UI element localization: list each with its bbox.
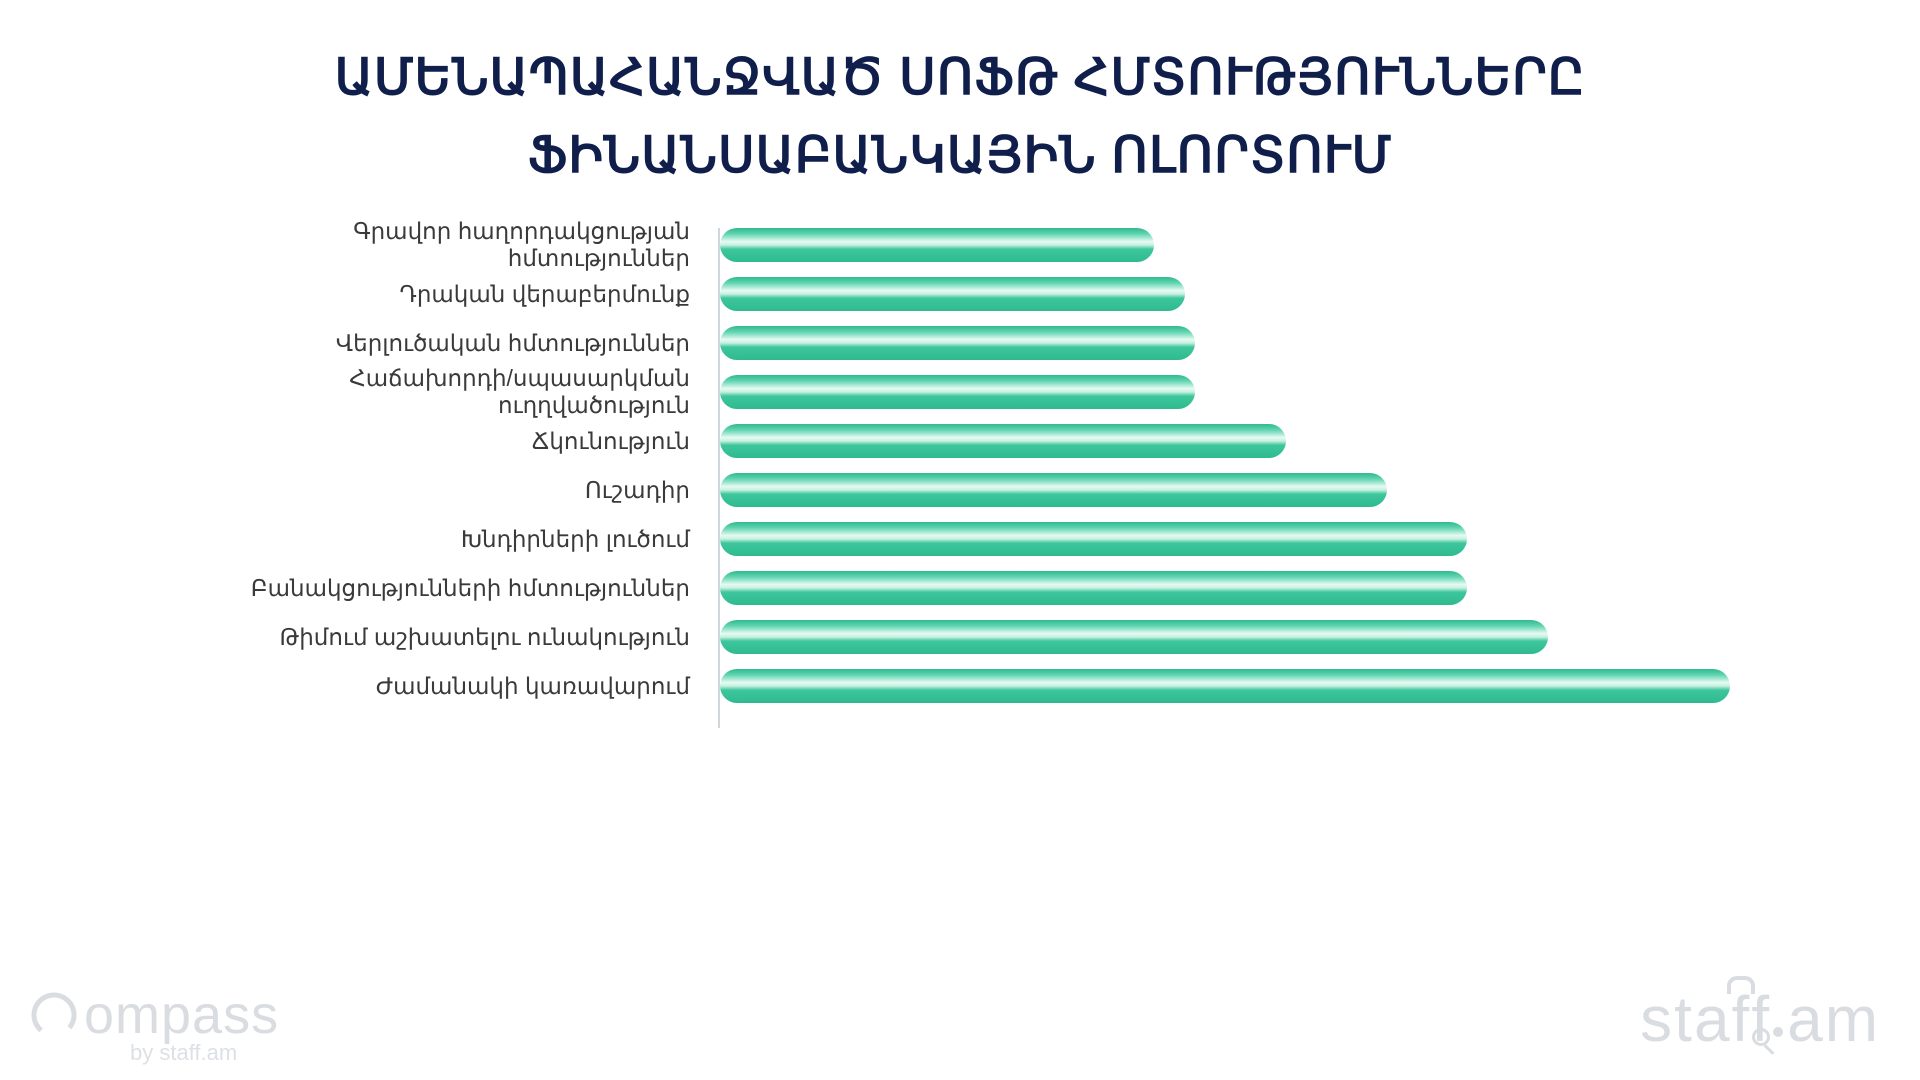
bar-label: Ճկունություն <box>190 428 710 455</box>
chart-title: ԱՄԵՆԱՊԱՀԱՆՋՎԱԾ ՍՈՖԹ ՀՄՏՈՒԹՅՈՒՆՆԵՐԸ ՖԻՆԱՆ… <box>0 0 1920 184</box>
bar-track <box>710 669 1730 703</box>
bar-label: Վերլուծական հմտություններ <box>190 330 710 357</box>
bar-label: Թիմում աշխատելու ունակություն <box>190 624 710 651</box>
bar-label: Դրական վերաբերմունք <box>190 281 710 308</box>
bar <box>720 277 1185 311</box>
compass-logo: ompass by staff.am <box>30 984 279 1066</box>
chart-row: Ուշադիր <box>190 473 1730 507</box>
title-line-2: ՖԻՆԱՆՍԱԲԱՆԿԱՅԻՆ ՈԼՈՐՏՈՒՄ <box>0 126 1920 184</box>
bar-track <box>710 571 1730 605</box>
bar-chart: Գրավոր հաղորդակցության հմտություններ Դրակ… <box>190 228 1730 748</box>
staffam-text-part1: sta <box>1640 982 1731 1056</box>
chart-row: Գրավոր հաղորդակցության հմտություններ <box>190 228 1730 262</box>
chart-row: Հաճախորդի/սպասարկման ուղղվածություն <box>190 375 1730 409</box>
title-line-1: ԱՄԵՆԱՊԱՀԱՆՋՎԱԾ ՍՈՖԹ ՀՄՏՈՒԹՅՈՒՆՆԵՐԸ <box>0 48 1920 106</box>
bar-label: Գրավոր հաղորդակցության հմտություններ <box>190 218 710 272</box>
bar-track <box>710 424 1730 458</box>
bar-label: Հաճախորդի/սպասարկման ուղղվածություն <box>190 365 710 419</box>
staffam-logo: staffam <box>1640 982 1880 1056</box>
bar-track <box>710 228 1730 262</box>
compass-logo-text: ompass <box>84 984 279 1046</box>
chart-row: Ճկունություն <box>190 424 1730 458</box>
bar <box>720 571 1467 605</box>
bar <box>720 375 1195 409</box>
chart-row: Թիմում աշխատելու ունակություն <box>190 620 1730 654</box>
bar-track <box>710 277 1730 311</box>
chart-row: Դրական վերաբերմունք <box>190 277 1730 311</box>
bar <box>720 424 1286 458</box>
bar-label: Բանակցությունների հմտություններ <box>190 575 710 602</box>
staffam-f-icon: f <box>1732 982 1752 1056</box>
bar-track <box>710 620 1730 654</box>
bar-track <box>710 326 1730 360</box>
chart-row: Ժամանակի կառավարում <box>190 669 1730 703</box>
bar-label: Խնդիրների լուծում <box>190 526 710 553</box>
magnifier-icon <box>1752 1028 1770 1046</box>
bar-track <box>710 375 1730 409</box>
bar-label: Ժամանակի կառավարում <box>190 673 710 700</box>
bar <box>720 326 1195 360</box>
staffam-text-part3: am <box>1787 982 1880 1056</box>
page: ԱՄԵՆԱՊԱՀԱՆՋՎԱԾ ՍՈՖԹ ՀՄՏՈՒԹՅՈՒՆՆԵՐԸ ՖԻՆԱՆ… <box>0 0 1920 1080</box>
chart-row: Վերլուծական հմտություններ <box>190 326 1730 360</box>
bar <box>720 669 1730 703</box>
bar <box>720 473 1387 507</box>
chart-row: Խնդիրների լուծում <box>190 522 1730 556</box>
bar-track <box>710 473 1730 507</box>
bar-label: Ուշադիր <box>190 477 710 504</box>
bar <box>720 522 1467 556</box>
bar-track <box>710 522 1730 556</box>
bar <box>720 228 1154 262</box>
chart-row: Բանակցությունների հմտություններ <box>190 571 1730 605</box>
bar <box>720 620 1548 654</box>
compass-icon <box>30 991 78 1039</box>
